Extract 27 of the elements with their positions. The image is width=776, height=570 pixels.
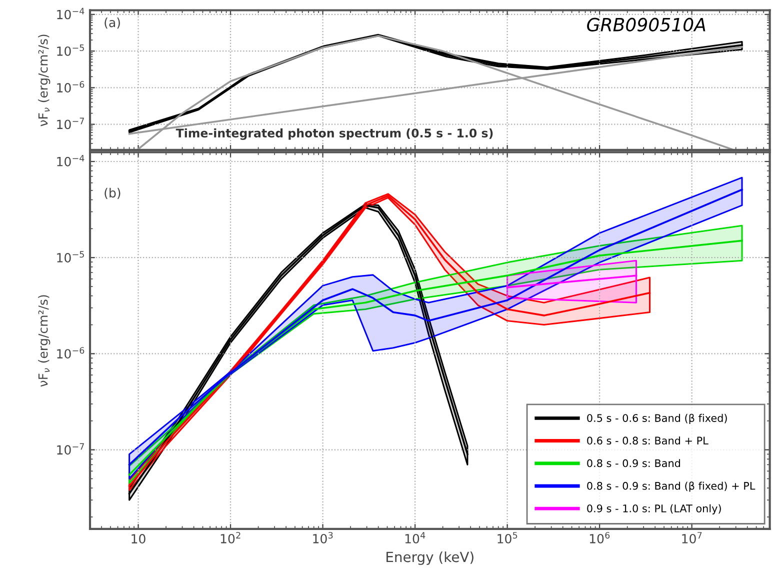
x-axis-title: Energy (keV)	[386, 551, 474, 565]
legend-label: 0.8 s - 0.9 s: Band	[587, 459, 680, 468]
annotation: GRB090510A	[587, 18, 706, 32]
x-tick-label: 10$^{6}$	[590, 532, 610, 544]
annotation: Time-integrated photon spectrum (0.5 s - 1.0 s)	[176, 128, 493, 140]
y-tick-label: 10$^{−6}$	[57, 81, 84, 93]
y-tick-label: 10$^{−7}$	[57, 118, 84, 130]
x-tick-label: 10$^{3}$	[313, 532, 333, 544]
y-tick-label: 10$^{−5}$	[57, 251, 84, 262]
y-tick-label: 10$^{−4}$	[57, 8, 84, 20]
y-axis-title: νF$_{ν}$ (erg/cm²/s)	[38, 34, 50, 126]
x-tick-label: 10$^{7}$	[682, 532, 702, 544]
y-axis-title: νF$_{ν}$ (erg/cm²/s)	[38, 295, 50, 387]
x-tick-label: 10	[132, 534, 146, 544]
annotation: (b)	[104, 188, 120, 200]
x-tick-label: 10$^{4}$	[405, 532, 426, 544]
y-tick-label: 10$^{−6}$	[57, 347, 84, 359]
y-tick-label: 10$^{−5}$	[57, 44, 84, 56]
x-tick-label: 10$^{2}$	[220, 532, 240, 544]
y-tick-label: 10$^{−7}$	[57, 443, 84, 455]
annotation: (a)	[104, 18, 120, 29]
legend-label: 0.8 s - 0.9 s: Band (β fixed) + PL	[587, 482, 756, 492]
y-tick-label: 10$^{−4}$	[57, 155, 84, 166]
legend-label: 0.5 s - 0.6 s: Band (β fixed)	[587, 414, 727, 424]
legend-label: 0.6 s - 0.8 s: Band + PL	[587, 436, 708, 445]
x-tick-label: 10$^{5}$	[498, 532, 518, 544]
legend-label: 0.9 s - 1.0 s: PL (LAT only)	[587, 504, 721, 514]
